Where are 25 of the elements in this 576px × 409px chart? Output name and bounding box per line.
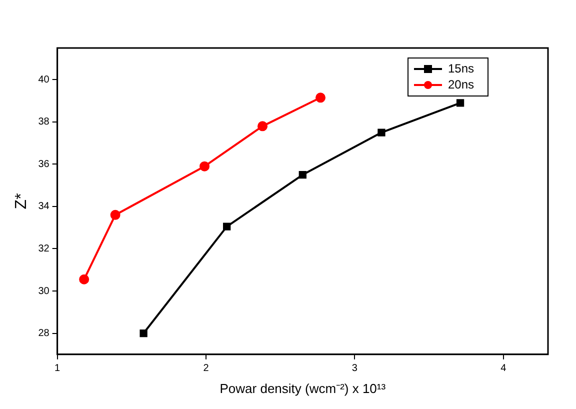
point xyxy=(316,92,326,103)
point xyxy=(258,121,268,132)
x-axis-title: Powar density (wcm⁻²) x 10¹³ xyxy=(220,380,386,396)
y-tick-label: 28 xyxy=(38,328,50,340)
y-tick-label: 32 xyxy=(38,243,50,254)
x-tick-label: 2 xyxy=(203,363,210,374)
x-tick-label: 4 xyxy=(500,363,507,374)
y-tick-label: 34 xyxy=(38,201,50,212)
y-tick-label: 36 xyxy=(38,158,50,170)
y-axis-title: Z* xyxy=(13,193,30,210)
x-tick-label: 3 xyxy=(352,363,358,374)
point xyxy=(200,161,210,172)
y-tick-label: 30 xyxy=(38,286,50,297)
y-tick-label: 38 xyxy=(38,116,50,128)
point xyxy=(223,222,231,230)
point xyxy=(110,210,120,220)
legend-label: 20ns xyxy=(448,77,474,92)
point xyxy=(79,274,90,284)
point xyxy=(298,170,306,179)
point xyxy=(140,329,148,338)
y-tick-label: 40 xyxy=(38,74,50,86)
point xyxy=(456,99,464,107)
x-tick-label: 1 xyxy=(54,363,61,374)
legend-label: 15ns xyxy=(448,61,474,76)
point xyxy=(378,128,386,136)
